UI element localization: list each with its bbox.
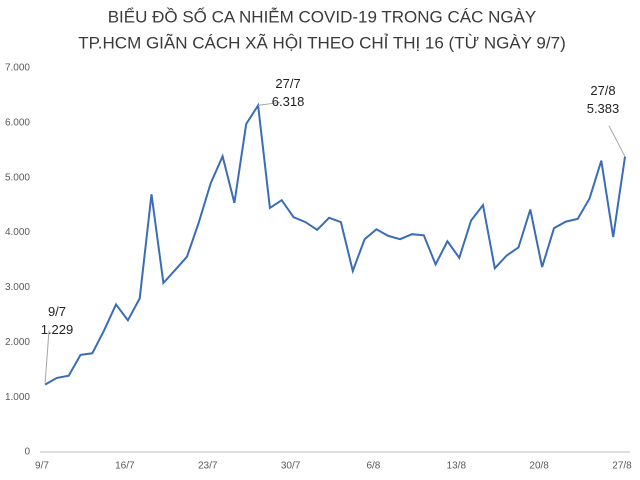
chart-title: BIỂU ĐỒ SỐ CA NHIỄM COVID-19 TRONG CÁC N… <box>108 6 537 26</box>
x-tick-label: 30/7 <box>281 461 301 472</box>
y-tick-label: 6.000 <box>5 117 30 128</box>
x-tick-label: 23/7 <box>198 461 218 472</box>
annotation-leader <box>44 330 50 385</box>
annotation-leader <box>257 101 281 106</box>
y-tick-label: 0 <box>24 447 30 458</box>
y-tick-label: 5.000 <box>5 172 30 183</box>
y-tick-label: 4.000 <box>5 227 30 238</box>
annotation-leader <box>608 125 626 157</box>
x-tick-label: 27/8 <box>612 461 632 472</box>
x-tick-label: 16/7 <box>115 461 135 472</box>
x-tick-label: 20/8 <box>529 461 549 472</box>
y-tick-label: 7.000 <box>5 63 30 74</box>
annotation-value: 6.318 <box>272 94 305 109</box>
x-tick-label: 6/8 <box>366 461 380 472</box>
chart-title: TP.HCM GIÃN CÁCH XÃ HỘI THEO CHỈ THỊ 16 … <box>78 33 565 52</box>
y-tick-label: 1.000 <box>5 392 30 403</box>
annotation-date: 27/8 <box>590 83 615 98</box>
y-tick-label: 2.000 <box>5 337 30 348</box>
annotation-date: 27/7 <box>275 76 300 91</box>
annotation-value: 1.229 <box>41 322 74 337</box>
annotation-value: 5.383 <box>587 101 620 116</box>
data-line <box>44 102 626 386</box>
x-tick-label: 9/7 <box>35 461 49 472</box>
annotation-date: 9/7 <box>48 304 66 319</box>
x-tick-label: 13/8 <box>447 461 467 472</box>
y-tick-label: 3.000 <box>5 282 30 293</box>
